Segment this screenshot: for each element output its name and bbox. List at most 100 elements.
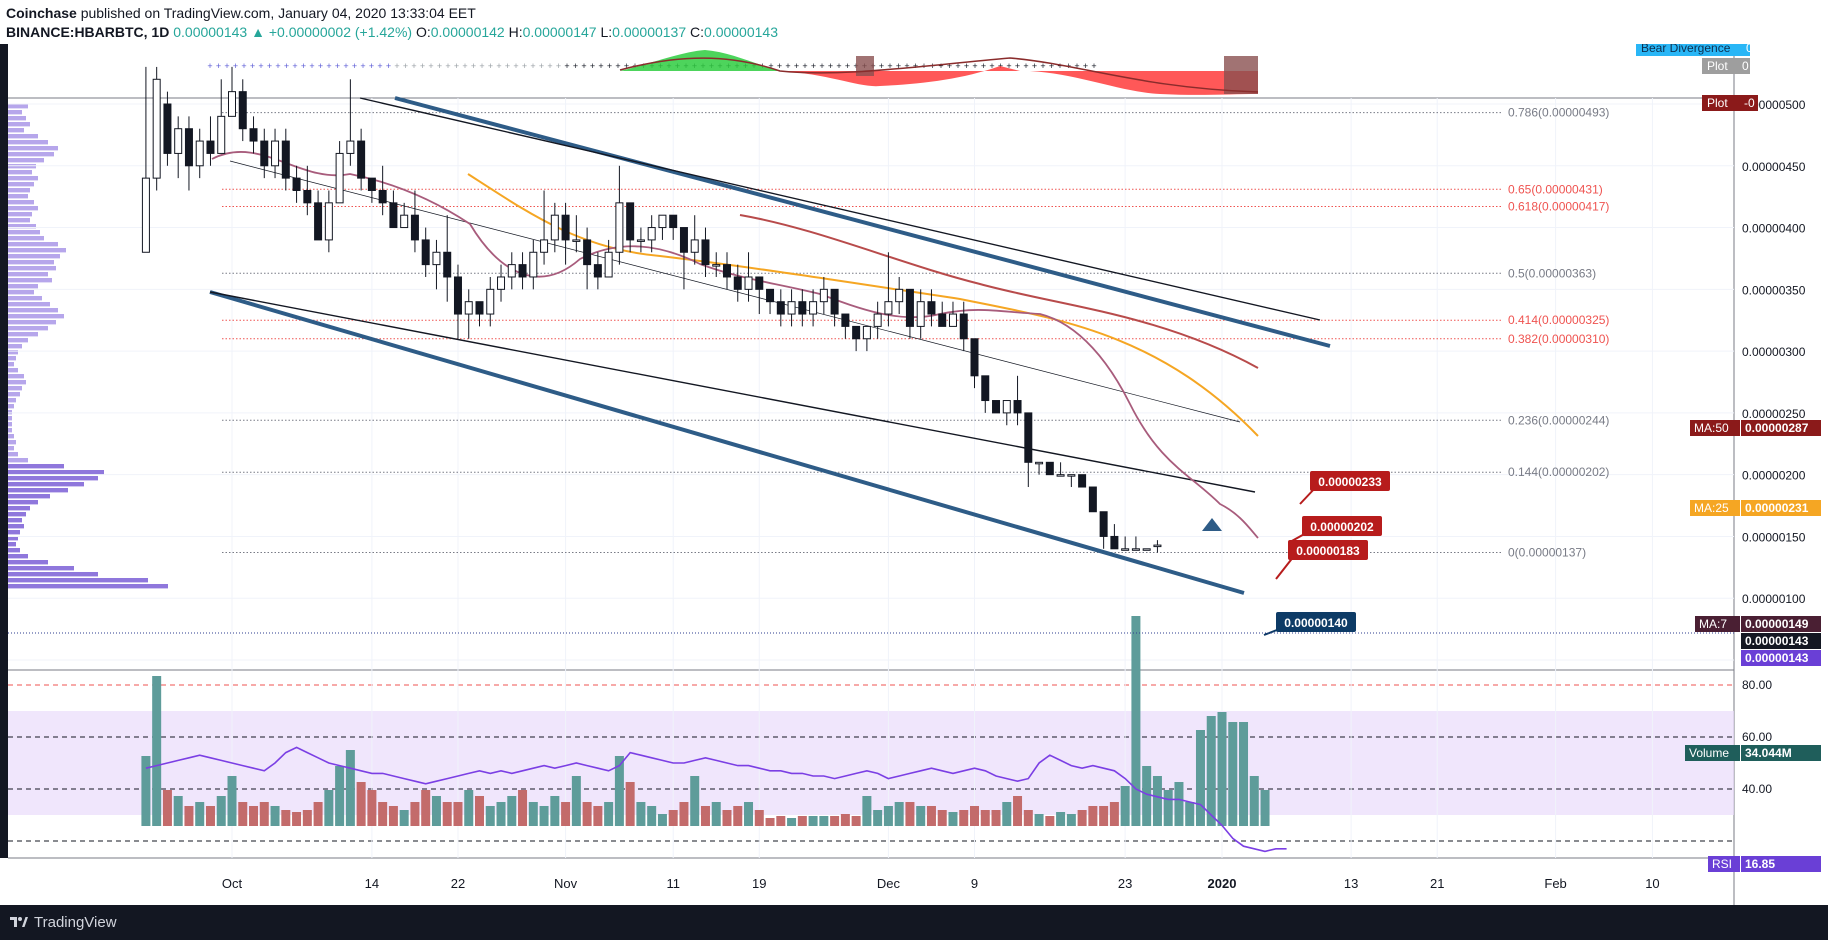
volume-profile-bar <box>8 524 24 529</box>
volume-profile-bar <box>8 134 38 139</box>
channel-inner-upper-line[interactable] <box>359 97 1321 321</box>
axis-badge-value-bg <box>1741 856 1821 872</box>
volume-bar <box>991 810 1001 826</box>
candle-body <box>217 115 226 154</box>
volume-profile-bar <box>8 512 26 517</box>
publisher-name[interactable]: Coinchase <box>6 5 77 21</box>
indicator-dot: + <box>819 61 824 71</box>
candle-body <box>335 152 344 204</box>
volume-bar <box>647 806 657 826</box>
volume-profile-bar <box>8 176 38 181</box>
volume-bar <box>679 802 689 826</box>
indicator-dot: + <box>972 61 977 71</box>
price-tick-label: 0.00000300 <box>1742 345 1806 359</box>
triangle-marker-icon <box>1202 518 1222 531</box>
axis-badge-label-bg <box>1690 500 1740 516</box>
volume-bar <box>808 816 818 826</box>
volume-profile-bar <box>8 356 16 361</box>
volume-profile-bar <box>8 146 58 151</box>
indicator-dot: + <box>607 61 612 71</box>
volume-bar <box>249 806 259 826</box>
volume-profile-bar <box>8 410 12 415</box>
indicator-dot: + <box>1049 61 1054 71</box>
price-axis-area[interactable] <box>1734 44 1828 905</box>
candle-body <box>292 177 301 191</box>
candle-body <box>453 276 462 315</box>
volume-profile-bar <box>8 572 98 577</box>
candle-body <box>271 140 280 167</box>
price-tick-label: 0.00000150 <box>1742 530 1806 544</box>
indicator-dot: + <box>301 61 306 71</box>
time-tick-label: Feb <box>1544 876 1566 891</box>
volume-bar <box>421 790 431 826</box>
candle-body <box>367 177 376 191</box>
candle-body <box>948 313 957 327</box>
indicator-dot: + <box>887 61 892 71</box>
candle-body <box>238 91 247 130</box>
volume-bar <box>442 802 452 826</box>
volume-bar <box>195 802 205 826</box>
indicator-dot: + <box>360 61 365 71</box>
candle-body <box>679 227 688 253</box>
volume-bar <box>1163 790 1173 826</box>
volume-profile-bar <box>8 278 52 283</box>
indicator-dot: + <box>275 61 280 71</box>
volume-bar <box>1002 802 1012 826</box>
volume-profile-bar <box>8 224 36 229</box>
indicator-histogram-block <box>1224 56 1258 94</box>
ma50-line <box>739 214 1259 369</box>
volume-profile-bar <box>8 152 54 157</box>
volume-bar <box>227 776 237 826</box>
indicator-dot: + <box>335 61 340 71</box>
volume-profile-bar <box>8 362 14 367</box>
volume-bars <box>141 616 1270 826</box>
volume-bar <box>1088 806 1098 826</box>
candle-body <box>184 128 193 167</box>
candle-body <box>174 128 183 154</box>
volume-profile-bar <box>8 326 48 331</box>
axis-badge-value-bg <box>1741 745 1821 761</box>
channel-inner-lower-line[interactable] <box>209 291 1256 493</box>
volume-bar <box>1195 730 1205 826</box>
volume-bar <box>475 796 484 826</box>
volume-bar <box>399 810 409 826</box>
volume-bar <box>1109 802 1119 826</box>
volume-profile-bar <box>8 296 42 301</box>
channel-lower-line[interactable] <box>209 290 1245 595</box>
candle-body <box>712 264 721 267</box>
indicator-dot: + <box>564 61 569 71</box>
volume-profile-bar <box>8 182 34 187</box>
volume-bar <box>550 796 560 826</box>
time-tick-label: 10 <box>1645 876 1659 891</box>
last-price: 0.00000143 <box>173 24 248 40</box>
volume-profile-bar <box>8 566 74 571</box>
volume-profile-bar <box>8 344 22 349</box>
indicator-dot: + <box>437 61 442 71</box>
indicator-histogram-block <box>856 56 874 76</box>
volume-profile-bar <box>8 536 18 541</box>
channel-median-line[interactable] <box>229 160 1241 423</box>
brand-name[interactable]: TradingView <box>34 914 117 931</box>
plot-badge-bg <box>1702 58 1750 74</box>
volume-profile-bar <box>8 548 20 553</box>
candle-body <box>561 214 570 241</box>
indicator-dot: + <box>267 61 272 71</box>
time-tick-label: 19 <box>752 876 766 891</box>
indicator-dot: + <box>326 61 331 71</box>
candle-body <box>550 214 559 241</box>
candle-body <box>486 288 495 315</box>
volume-bar <box>281 810 291 826</box>
volume-bar <box>162 790 172 826</box>
channel-upper-line[interactable] <box>394 96 1331 348</box>
candle-body <box>895 288 904 303</box>
divergence-indicator: + + + + + + + + + + + + + + + + + + + + + + + + + + + + + + + + + + + + + + + +… <box>207 50 1259 95</box>
volume-bar <box>270 806 280 826</box>
volume-profile-bar <box>8 482 84 487</box>
moving-averages <box>211 151 1259 539</box>
fib-level-label: 0.236(0.00000244) <box>1508 413 1609 427</box>
time-axis-area[interactable] <box>0 858 1734 905</box>
volume-profile-bar <box>8 584 168 589</box>
volume-profile-bar <box>8 110 22 115</box>
fib-level-label: 0.65(0.00000431) <box>1508 182 1603 196</box>
